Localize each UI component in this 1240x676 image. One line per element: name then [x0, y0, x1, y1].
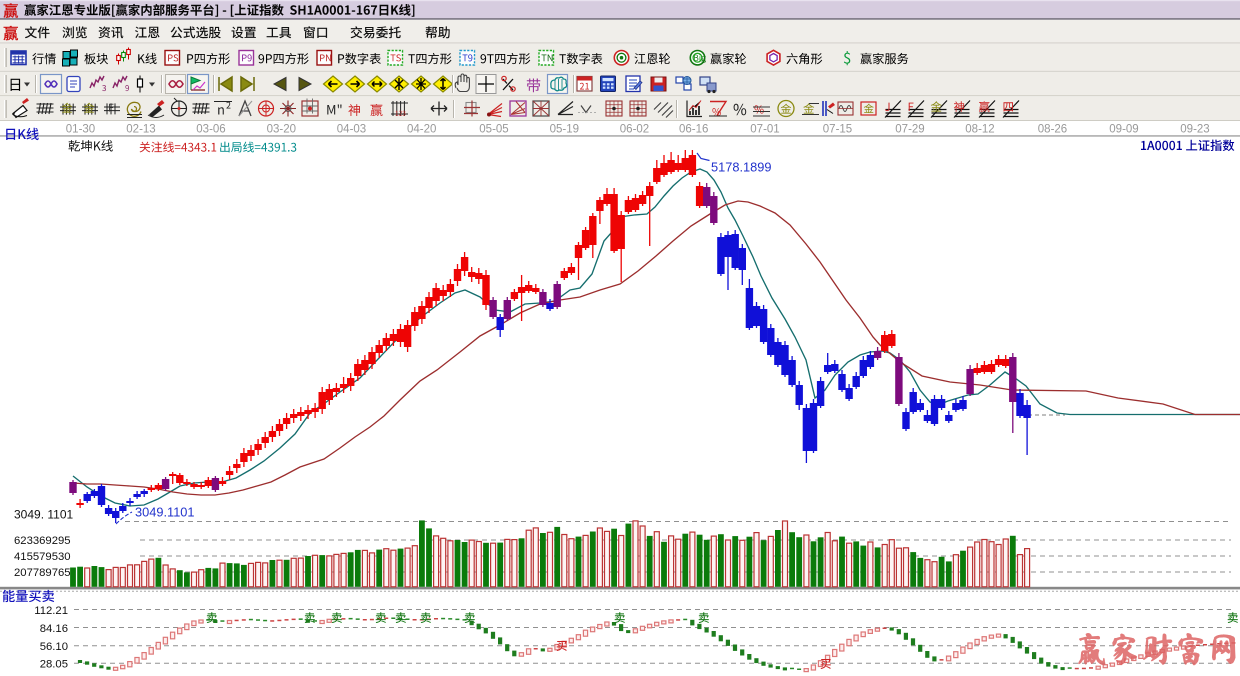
- svg-text:09-09: 09-09: [1109, 124, 1138, 136]
- svg-text:02-13: 02-13: [126, 124, 155, 136]
- svg-text:5178.1899: 5178.1899: [711, 160, 772, 175]
- svg-text:08-12: 08-12: [965, 124, 994, 136]
- svg-text:623369295: 623369295: [14, 535, 71, 547]
- svg-text:03-20: 03-20: [267, 124, 296, 136]
- svg-text:207789765: 207789765: [14, 567, 71, 579]
- svg-text:04-20: 04-20: [407, 124, 436, 136]
- svg-text:01-30: 01-30: [66, 124, 95, 136]
- svg-text:04-03: 04-03: [337, 124, 366, 136]
- svg-text:07-15: 07-15: [823, 124, 852, 136]
- svg-text:112.21: 112.21: [34, 605, 68, 617]
- svg-text:07-29: 07-29: [895, 124, 924, 136]
- svg-text:09-23: 09-23: [1180, 124, 1209, 136]
- svg-text:03-06: 03-06: [196, 124, 225, 136]
- svg-text:3049.1101: 3049.1101: [135, 505, 195, 520]
- svg-text:07-01: 07-01: [750, 124, 779, 136]
- svg-text:28.05: 28.05: [40, 659, 68, 671]
- svg-text:84.16: 84.16: [40, 623, 68, 635]
- svg-text:08-26: 08-26: [1038, 124, 1067, 136]
- svg-text:3049. 1101: 3049. 1101: [14, 508, 73, 522]
- svg-text:05-05: 05-05: [479, 124, 508, 136]
- svg-text:415579530: 415579530: [14, 551, 71, 563]
- svg-text:06-16: 06-16: [679, 124, 708, 136]
- svg-text:06-02: 06-02: [620, 124, 649, 136]
- svg-text:05-19: 05-19: [550, 124, 579, 136]
- svg-text:56.10: 56.10: [40, 641, 68, 653]
